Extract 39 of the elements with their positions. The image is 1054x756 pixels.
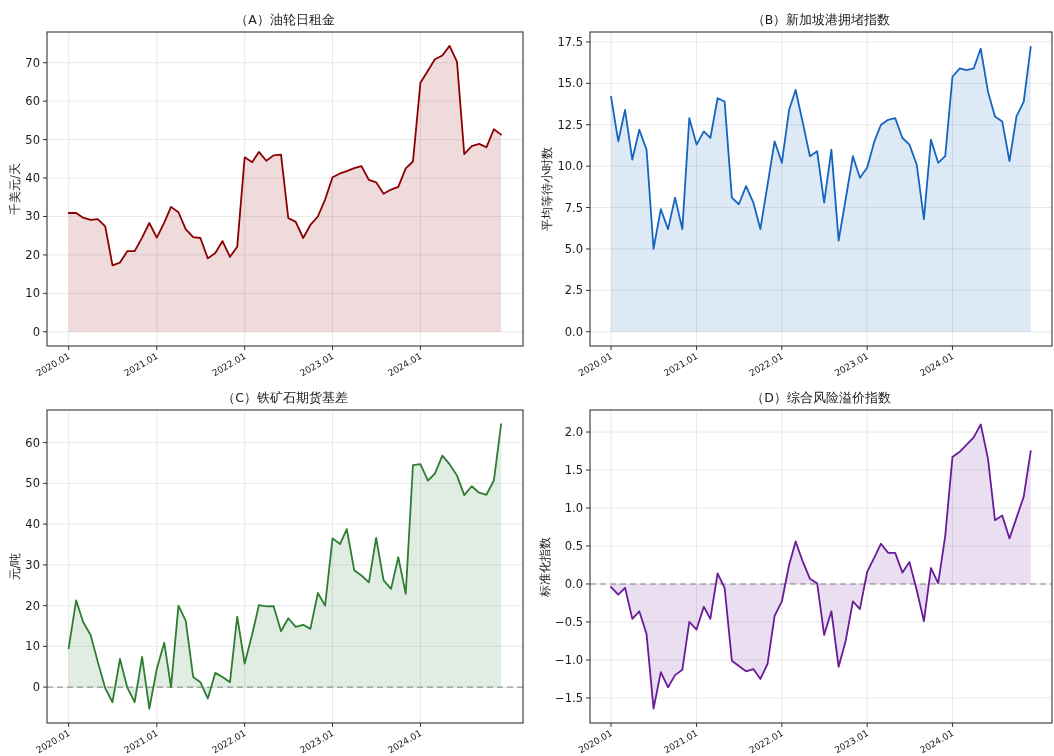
y-axis-title: 平均等待小时数 bbox=[540, 147, 555, 231]
y-tick-label: 1.0 bbox=[564, 501, 583, 515]
y-axis-title: 标准化指数 bbox=[538, 536, 553, 598]
y-tick-label: 0.0 bbox=[564, 576, 583, 591]
y-tick-label: 20 bbox=[25, 247, 40, 262]
chart-title: （D）综合风险溢价指数 bbox=[751, 390, 891, 405]
y-tick-label: 50 bbox=[25, 476, 40, 491]
y-tick-label: −1.0 bbox=[555, 652, 583, 667]
y-tick-label: 0.5 bbox=[564, 538, 583, 553]
y-tick-label: −1.5 bbox=[555, 690, 583, 705]
y-tick-label: 0 bbox=[32, 324, 40, 339]
y-tick-label: 0 bbox=[32, 680, 40, 695]
y-tick-label: 60 bbox=[25, 94, 40, 109]
y-tick-label: 50 bbox=[25, 132, 40, 147]
y-tick-label: 5.0 bbox=[564, 241, 583, 256]
y-tick-label: 60 bbox=[25, 435, 40, 450]
y-tick-label: 10 bbox=[25, 639, 40, 654]
chart-title: （A）油轮日租金 bbox=[235, 12, 335, 27]
y-tick-label: 1.5 bbox=[564, 463, 583, 478]
chart-title: （C）铁矿石期货基差 bbox=[222, 390, 348, 405]
y-tick-label: 12.5 bbox=[557, 117, 583, 132]
y-tick-label: −0.5 bbox=[555, 614, 583, 629]
y-axis-title: 元/吨 bbox=[8, 552, 23, 581]
y-tick-label: 70 bbox=[25, 55, 40, 70]
y-tick-label: 40 bbox=[25, 171, 40, 186]
y-tick-label: 40 bbox=[25, 517, 40, 532]
y-tick-label: 10.0 bbox=[557, 159, 583, 174]
y-tick-label: 2.5 bbox=[564, 283, 583, 298]
y-tick-label: 2.0 bbox=[564, 425, 583, 440]
y-tick-label: 0.0 bbox=[564, 324, 583, 339]
y-tick-label: 10 bbox=[25, 286, 40, 301]
y-tick-label: 15.0 bbox=[557, 76, 583, 91]
y-axis-title: 千美元/天 bbox=[8, 163, 23, 215]
y-tick-label: 30 bbox=[25, 209, 40, 224]
y-tick-label: 7.5 bbox=[564, 200, 583, 215]
y-tick-label: 17.5 bbox=[557, 34, 583, 49]
y-tick-label: 20 bbox=[25, 598, 40, 613]
y-tick-label: 30 bbox=[25, 557, 40, 572]
chart-title: （B）新加坡港拥堵指数 bbox=[751, 12, 891, 27]
